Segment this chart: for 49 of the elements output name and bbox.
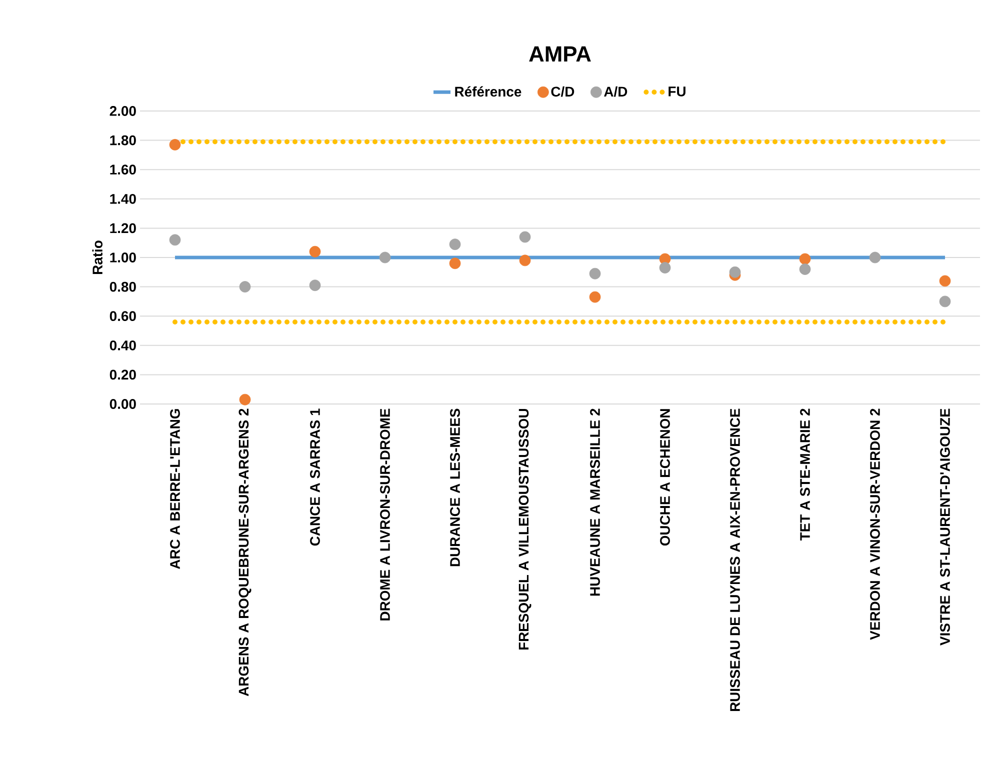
- x-tick-label: RUISSEAU DE LUYNES A AIX-EN-PROVENCE: [730, 408, 740, 712]
- point: [169, 234, 181, 246]
- y-tick-label: 1.40: [110, 194, 136, 204]
- point: [239, 281, 251, 292]
- x-tick-label: ARGENS A ROQUEBRUNE-SUR-ARGENS 2: [238, 408, 252, 696]
- point: [939, 275, 951, 287]
- point: [659, 262, 671, 274]
- point: [589, 268, 601, 280]
- point: [239, 394, 251, 406]
- point: [309, 280, 321, 292]
- x-tick-label: DURANCE A LES-MEES: [450, 408, 460, 566]
- point: [799, 253, 811, 265]
- point: [309, 246, 321, 258]
- legend-label: FU: [668, 86, 686, 96]
- point: [449, 258, 461, 270]
- y-tick-label: 1.00: [110, 252, 136, 262]
- y-tick-label: 0.60: [110, 311, 136, 322]
- legend-label: C/D: [551, 86, 574, 97]
- y-tick-label: 2.00: [110, 106, 136, 116]
- point: [799, 264, 811, 275]
- x-tick-label: VERDON A VINON-SUR-VERDON 2: [870, 408, 880, 640]
- x-tick-label: VISTRE A ST-LAURENT-D'AIGOUZE: [940, 408, 950, 646]
- point: [729, 266, 741, 278]
- point: [869, 252, 881, 264]
- point: [379, 252, 391, 264]
- x-tick-label: OUCHE A ECHENON: [660, 409, 670, 546]
- y-tick-label: 0.00: [110, 399, 136, 409]
- x-tick-label: TET A STE-MARIE 2: [800, 408, 810, 541]
- point: [939, 296, 951, 308]
- y-tick-label: 0.80: [110, 282, 136, 292]
- legend-label: Référence: [455, 86, 522, 97]
- point: [519, 254, 531, 266]
- x-tick-label: CANCE A SARRAS 1: [310, 408, 320, 546]
- y-tick-label: 0.20: [110, 370, 136, 380]
- point: [589, 291, 601, 303]
- y-tick-label: 1.20: [110, 223, 136, 234]
- point: [519, 231, 531, 243]
- y-tick-label: 1.60: [110, 164, 136, 175]
- x-tick-label: DROME A LIVRON-SUR-DROME: [380, 408, 390, 620]
- chart-title: AMPA: [529, 46, 591, 62]
- point: [449, 238, 461, 250]
- x-tick-label: FRESQUEL A VILLEMOUSTAUSSOU: [518, 409, 532, 650]
- legend-label: A/D: [604, 86, 628, 97]
- x-tick-label: ARC A BERRE-L'ETANG: [170, 409, 180, 569]
- point: [169, 138, 181, 150]
- x-tick-label: HUVEAUNE A MARSEILLE 2: [590, 408, 600, 596]
- y-axis-title: Ratio: [92, 240, 102, 274]
- y-tick-label: 0.40: [110, 340, 136, 350]
- y-tick-label: 1.80: [110, 135, 136, 146]
